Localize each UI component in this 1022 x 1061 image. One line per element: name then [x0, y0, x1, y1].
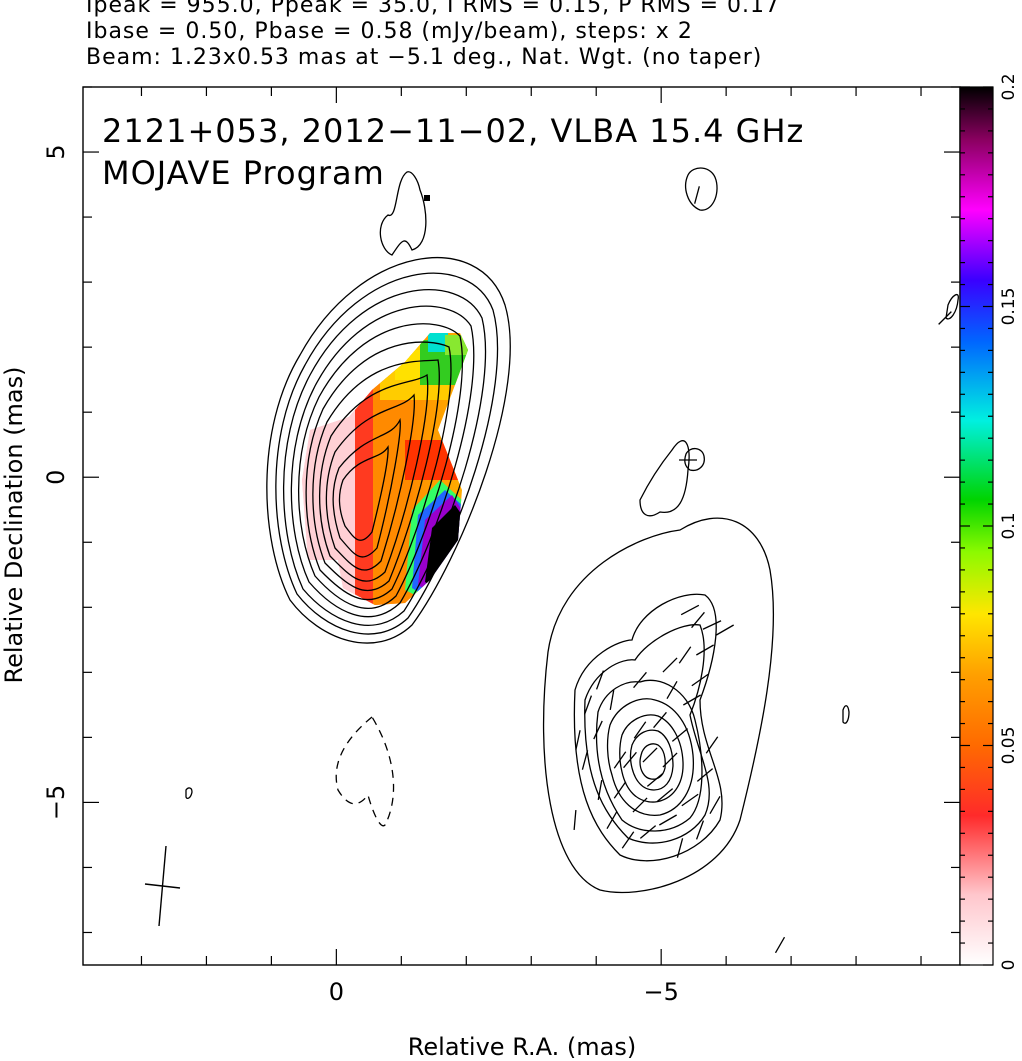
evpa-stick	[671, 728, 689, 742]
evpa-stick	[581, 750, 589, 770]
colorbar-tick-label: 0.2	[999, 73, 1019, 100]
evpa-stick	[633, 721, 647, 739]
evpa-stick	[691, 673, 709, 687]
y-tick-label: −5	[42, 785, 70, 820]
evpa-stick	[646, 773, 664, 787]
evpa-stick	[676, 838, 684, 858]
header-line-2: Ibase = 0.50, Pbase = 0.58 (mJy/beam), s…	[86, 19, 693, 44]
evpa-stick	[683, 694, 701, 706]
evpa-stick	[678, 646, 692, 664]
chart-subtitle: MOJAVE Program	[102, 154, 385, 192]
axis-ticks	[83, 86, 993, 966]
evpa-stick	[609, 690, 615, 710]
evpa-stick	[613, 781, 627, 799]
evpa-stick	[606, 811, 618, 829]
evpa-stick	[666, 681, 678, 699]
plot-frame	[82, 86, 961, 966]
evpa-stick	[621, 831, 635, 849]
evpa-stick	[662, 752, 678, 768]
evpa-stick	[613, 751, 627, 769]
evpa-stick	[639, 825, 657, 839]
evpa-stick	[694, 186, 700, 204]
evpa-stick	[653, 711, 667, 729]
x-tick-label: −5	[643, 978, 678, 1006]
evpa-stick	[702, 620, 722, 630]
evpa-stick	[696, 768, 714, 782]
evpa-stick	[623, 751, 637, 769]
colorbar-tick-label: 0.1	[999, 512, 1019, 539]
evpa-stick	[695, 820, 705, 840]
evpa-stick	[595, 670, 605, 690]
evpa-stick	[716, 624, 734, 636]
y-tick-label: 0	[42, 470, 70, 485]
beam-ellipse	[144, 845, 181, 927]
header-line-3: Beam: 1.23x0.53 mas at −5.1 deg., Nat. W…	[86, 45, 763, 70]
evpa-stick	[597, 780, 603, 800]
evpa-stick	[659, 814, 677, 826]
evpa-stick	[681, 793, 699, 807]
chart-title: 2121+053, 2012−11−02, VLBA 15.4 GHz	[102, 112, 804, 150]
colorbar-tick-label: 0.05	[999, 727, 1019, 765]
intensity-contours	[185, 167, 959, 894]
header-line-1: Ipeak = 955.0, Ppeak = 35.0, I RMS = 0.1…	[86, 0, 780, 18]
evpa-stick	[575, 730, 581, 750]
polarization-vectors	[573, 186, 952, 954]
tick-labels: 0 −5 5 0 −5 0 0.05 0.1 0.15 0.2	[42, 73, 1019, 1006]
evpa-stick	[593, 720, 603, 740]
evpa-stick	[573, 809, 577, 831]
y-tick-label: 5	[42, 144, 70, 159]
colorbar-tick-label: 0	[999, 960, 1019, 971]
evpa-stick	[633, 671, 647, 689]
evpa-stick	[938, 311, 952, 325]
y-axis-label: Relative Declination (mas)	[0, 366, 28, 683]
evpa-stick	[656, 788, 674, 802]
evpa-stick	[583, 695, 593, 715]
x-tick-label: 0	[329, 978, 344, 1006]
negative-contour	[335, 716, 395, 827]
evpa-stick	[705, 736, 719, 754]
colorbar-tick-label: 0.15	[999, 288, 1019, 326]
evpa-stick	[691, 611, 705, 629]
evpa-stick	[680, 604, 700, 616]
evpa-stick	[709, 796, 721, 814]
x-axis-label: Relative R.A. (mas)	[408, 1033, 636, 1061]
evpa-stick	[662, 657, 678, 673]
evpa-stick	[632, 797, 648, 813]
evpa-stick	[642, 747, 658, 763]
evpa-stick	[696, 644, 714, 656]
evpa-stick	[774, 936, 786, 954]
